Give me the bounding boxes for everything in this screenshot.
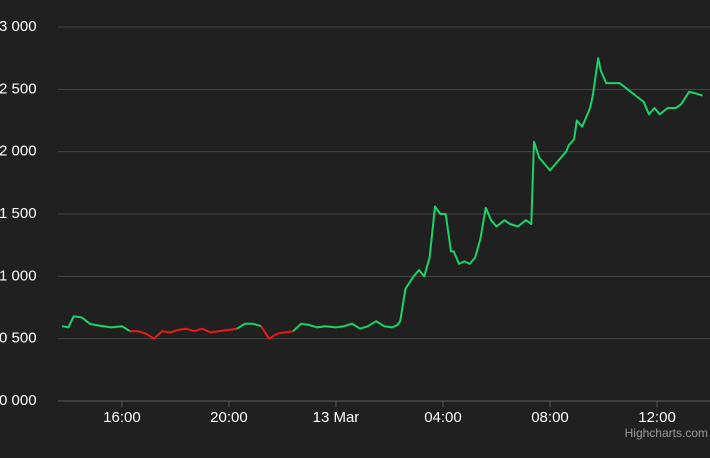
y-tick-label: 0 000 (0, 392, 37, 409)
y-tick-label: 2 000 (0, 143, 37, 160)
credits: Highcharts.com (625, 426, 708, 440)
price-line (260, 325, 294, 340)
y-tick-label: 1 000 (0, 267, 37, 284)
y-tick-label: 2 500 (0, 80, 37, 97)
y-tick-label: 0 500 (0, 330, 37, 347)
x-tick-label: 16:00 (103, 409, 141, 426)
x-tick-label: 04:00 (424, 409, 462, 426)
price-line (130, 327, 238, 340)
price-line (61, 315, 131, 333)
y-tick-label: 1 500 (0, 205, 37, 222)
x-tick-label: 12:00 (638, 409, 676, 426)
x-tick-label: 08:00 (531, 409, 569, 426)
x-tick-label: 13 Mar (313, 409, 360, 426)
price-line (292, 57, 703, 332)
price-line (236, 322, 262, 330)
y-tick-label: 3 000 (0, 18, 37, 35)
x-tick-label: 20:00 (210, 409, 248, 426)
